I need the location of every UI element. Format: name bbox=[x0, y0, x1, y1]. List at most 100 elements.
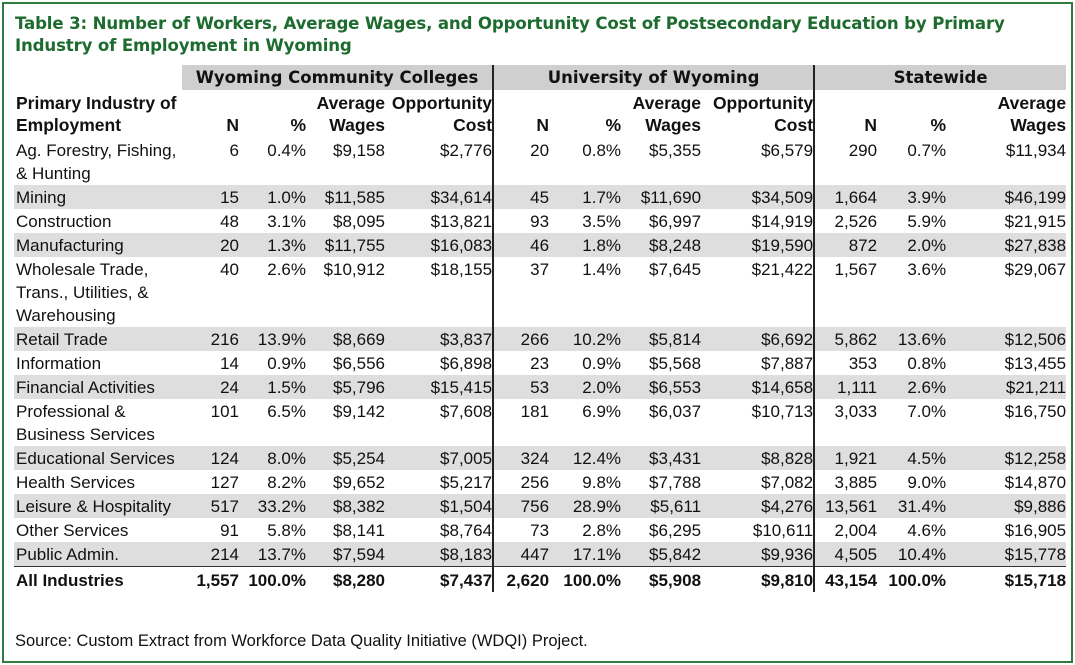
cc-avg-wages-cell: $10,912 bbox=[323, 260, 385, 279]
uw-pct-cell: 12.4% bbox=[549, 446, 622, 470]
cc-pct-cell: 33.2% bbox=[239, 494, 306, 518]
cc-pct-cell: 6.5% bbox=[267, 402, 306, 421]
industry-cell: Health Services bbox=[16, 473, 136, 492]
uw-n-cell: 324 bbox=[492, 446, 550, 470]
industry-cell: Ag. Forestry, Fishing, & Hunting bbox=[16, 141, 177, 183]
table-row: Retail Trade 216 13.9% $8,669 $3,837 266 10.2%… bbox=[14, 327, 1067, 351]
table-row: Wholesale Trade, Trans., Utilities, & Wa… bbox=[14, 257, 1066, 327]
uw-n-cell: 45 bbox=[492, 185, 550, 209]
cc-avg-wages-cell: $5,796 bbox=[306, 375, 385, 399]
uw-opp-cost-cell: $6,692 bbox=[701, 327, 815, 351]
cc-pct-cell: 13.7% bbox=[239, 542, 306, 567]
uw-pct-cell: 10.2% bbox=[549, 327, 622, 351]
table-row: Mining 15 1.0% $11,585 $34,614 45 1.7% $11,690 $… bbox=[14, 185, 1067, 209]
sw-n-cell: 1,664 bbox=[813, 185, 878, 209]
sw-avg-wages-cell: $21,915 bbox=[1004, 212, 1067, 231]
uw-pct-cell: 6.9% bbox=[582, 402, 622, 421]
sw-n-cell: 353 bbox=[813, 351, 878, 375]
sw-avg-wages-cell: $9,886 bbox=[946, 494, 1067, 518]
uw-pct-cell: 9.8% bbox=[582, 473, 622, 492]
industry-cell: Retail Trade bbox=[14, 327, 182, 351]
cc-opp-cost-cell: $7,608 bbox=[440, 402, 493, 421]
uw-n-cell: 37 bbox=[492, 257, 550, 327]
uw-opp-cost-cell: $19,590 bbox=[701, 233, 815, 257]
industry-cell: Financial Activities bbox=[14, 375, 182, 399]
cc-n-cell: 40 bbox=[220, 260, 239, 279]
uw-n-cell: 181 bbox=[492, 399, 550, 446]
cc-n-cell: 124 bbox=[182, 446, 239, 470]
industry-cell: Professional & Business Services bbox=[16, 402, 155, 444]
cc-pct-cell: 5.8% bbox=[267, 521, 306, 540]
uw-opp-cost-cell: $10,611 bbox=[752, 521, 814, 540]
sw-pct-cell: 0.7% bbox=[907, 141, 947, 160]
uw-n-cell: 53 bbox=[492, 375, 550, 399]
cc-avg-wages-cell: $11,755 bbox=[306, 233, 385, 257]
cc-avg-wages-cell: $8,095 bbox=[333, 212, 385, 231]
col-header-cc-opp-cost: Opportunity Cost bbox=[391, 93, 493, 135]
cc-avg-wages-cell: $9,652 bbox=[333, 473, 385, 492]
uw-opp-cost-cell: $14,658 bbox=[701, 375, 815, 399]
sw-avg-wages-cell: $27,838 bbox=[946, 233, 1067, 257]
cc-opp-cost-cell: $3,837 bbox=[385, 327, 494, 351]
sw-pct-cell: 3.9% bbox=[877, 185, 947, 209]
cc-pct-cell: 100.0% bbox=[239, 566, 306, 592]
cc-pct-cell: 1.0% bbox=[239, 185, 306, 209]
table-row: Ag. Forestry, Fishing, & Hunting 6 0.4% $9,… bbox=[14, 138, 1066, 185]
sw-pct-cell: 2.6% bbox=[877, 375, 947, 399]
sw-avg-wages-cell: $21,211 bbox=[946, 375, 1067, 399]
col-header-cc-n: N bbox=[226, 115, 239, 135]
uw-avg-wages-cell: $5,814 bbox=[621, 327, 702, 351]
cc-opp-cost-cell: $15,415 bbox=[385, 375, 494, 399]
table-row: Manufacturing 20 1.3% $11,755 $16,083 46 1.8% $… bbox=[14, 233, 1067, 257]
col-header-sw-n: N bbox=[813, 90, 878, 138]
uw-avg-wages-cell: $6,553 bbox=[621, 375, 702, 399]
sw-avg-wages-cell: $16,750 bbox=[1004, 402, 1067, 421]
uw-avg-wages-cell: $8,248 bbox=[621, 233, 702, 257]
group-header-blank bbox=[14, 65, 182, 90]
sw-pct-cell: 4.5% bbox=[877, 446, 947, 470]
uw-opp-cost-cell: $7,082 bbox=[761, 473, 814, 492]
sw-pct-cell: 10.4% bbox=[877, 542, 947, 567]
cc-opp-cost-cell: $13,821 bbox=[430, 212, 493, 231]
sw-n-cell: 3,885 bbox=[813, 470, 878, 494]
cc-n-cell: 101 bbox=[210, 402, 239, 421]
uw-n-cell: 20 bbox=[492, 138, 550, 185]
sw-avg-wages-cell: $15,778 bbox=[946, 542, 1067, 567]
uw-avg-wages-cell: $5,611 bbox=[621, 494, 702, 518]
sw-n-cell: 872 bbox=[813, 233, 878, 257]
group-header-statewide: Statewide bbox=[813, 65, 1067, 90]
industry-cell: Wholesale Trade, Trans., Utilities, & Wa… bbox=[16, 260, 149, 325]
source-note: Source: Custom Extract from Workforce Da… bbox=[15, 632, 588, 650]
cc-opp-cost-cell: $6,898 bbox=[440, 354, 493, 373]
sw-avg-wages-cell: $12,506 bbox=[946, 327, 1067, 351]
uw-avg-wages-cell: $6,295 bbox=[649, 521, 702, 540]
uw-pct-cell: 100.0% bbox=[549, 566, 622, 592]
sw-n-cell: 5,862 bbox=[813, 327, 878, 351]
uw-avg-wages-cell: $5,908 bbox=[621, 566, 702, 592]
cc-avg-wages-cell: $8,280 bbox=[306, 566, 385, 592]
cc-opp-cost-cell: $18,155 bbox=[430, 260, 493, 279]
sw-pct-cell: 9.0% bbox=[907, 473, 947, 492]
col-header-sw-pct: % bbox=[930, 115, 947, 135]
cc-opp-cost-cell: $7,005 bbox=[385, 446, 494, 470]
table-row: Public Admin. 214 13.7% $7,594 $8,183 447 17.1… bbox=[14, 542, 1067, 567]
sw-avg-wages-cell: $46,199 bbox=[946, 185, 1067, 209]
cc-opp-cost-cell: $1,504 bbox=[385, 494, 494, 518]
cc-opp-cost-cell: $34,614 bbox=[385, 185, 494, 209]
sw-pct-cell: 2.0% bbox=[877, 233, 947, 257]
col-header-uw-n: N bbox=[492, 90, 550, 138]
uw-opp-cost-cell: $10,713 bbox=[751, 402, 814, 421]
uw-opp-cost-cell: $4,276 bbox=[701, 494, 815, 518]
cc-pct-cell: 13.9% bbox=[239, 327, 306, 351]
table-row: Financial Activities 24 1.5% $5,796 $15,415 5… bbox=[14, 375, 1067, 399]
cc-n-cell: 517 bbox=[182, 494, 239, 518]
sw-pct-cell: 100.0% bbox=[877, 566, 947, 592]
cc-avg-wages-cell: $7,594 bbox=[306, 542, 385, 567]
industry-cell: Manufacturing bbox=[14, 233, 182, 257]
sw-n-cell: 4,505 bbox=[813, 542, 878, 567]
total-row: All Industries 1,557 100.0% $8,280 $7,437 2,6… bbox=[14, 566, 1067, 592]
sw-pct-cell: 4.6% bbox=[907, 521, 947, 540]
cc-avg-wages-cell: $9,142 bbox=[333, 402, 385, 421]
uw-pct-cell: 2.0% bbox=[549, 375, 622, 399]
uw-opp-cost-cell: $6,579 bbox=[761, 141, 814, 160]
